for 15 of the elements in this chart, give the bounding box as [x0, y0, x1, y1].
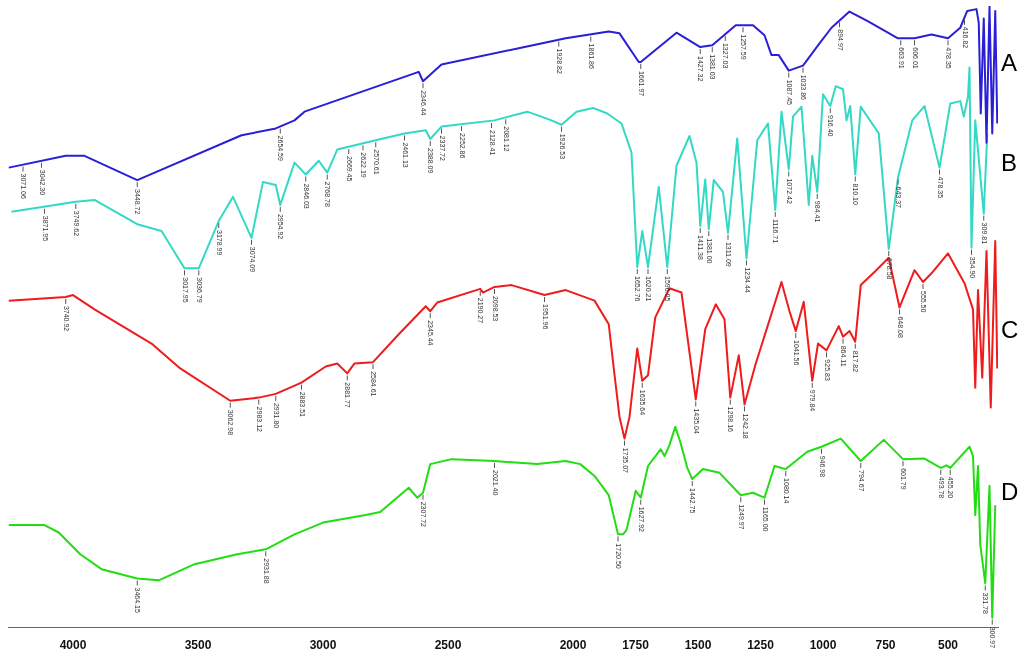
x-tick-label: 3500 — [184, 638, 212, 653]
x-tick-label: 2000 — [559, 638, 587, 653]
x-tick-label: 3000 — [309, 638, 337, 653]
series-label: A — [1001, 49, 1018, 77]
x-tick-label: 1250 — [747, 638, 775, 653]
series-label: B — [1001, 148, 1018, 176]
series-label: C — [1001, 316, 1019, 344]
x-tick-label: 2500 — [434, 638, 462, 653]
x-tick-label: 500 — [937, 638, 959, 653]
x-tick-label: 1000 — [809, 638, 837, 653]
x-tick-label: 4000 — [59, 638, 87, 653]
x-tick-label: 750 — [875, 638, 896, 653]
x-tick-label: 1500 — [684, 638, 712, 653]
series-label: D — [1001, 478, 1019, 506]
x-tick-label: 1750 — [622, 638, 650, 653]
